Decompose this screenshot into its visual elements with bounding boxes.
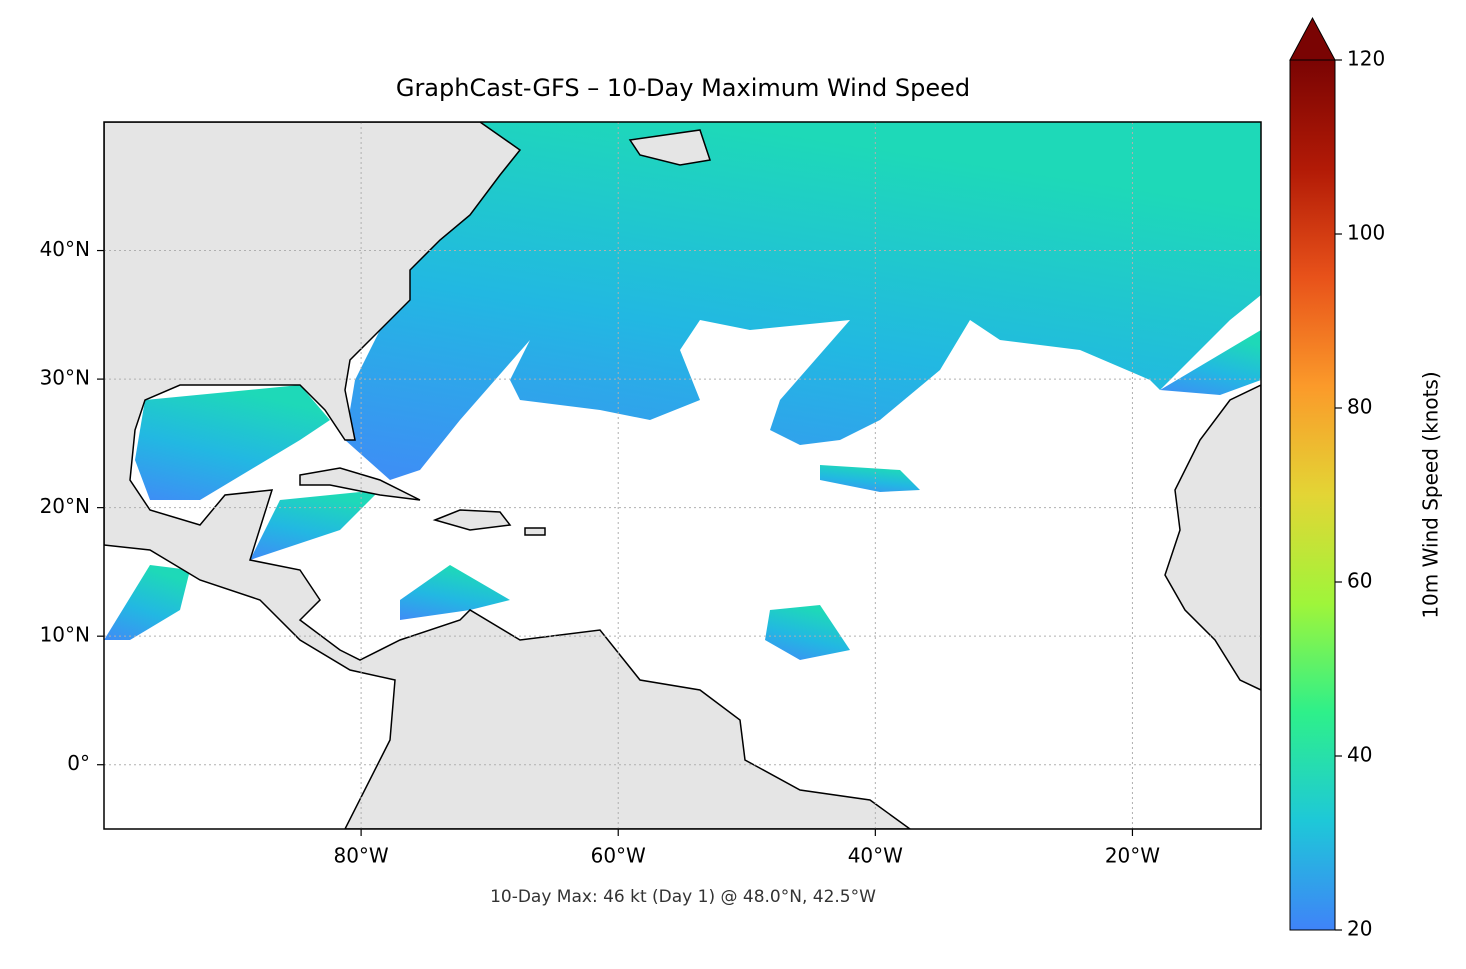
x-tick-label: 80°W	[333, 844, 388, 868]
colorbar-label: 10m Wind Speed (knots)	[1419, 371, 1443, 618]
colorbar	[1289, 59, 1336, 931]
colorbar-tick-label: 80	[1347, 395, 1372, 419]
colorbar-tick-label: 60	[1347, 569, 1372, 593]
x-tick-label: 60°W	[591, 844, 646, 868]
colorbar-tick-label: 100	[1347, 221, 1385, 245]
y-tick-label: 20°N	[40, 494, 90, 518]
y-tick-label: 10°N	[40, 623, 90, 647]
colorbar-tick-label: 120	[1347, 47, 1385, 71]
map	[104, 122, 1261, 829]
y-tick-label: 0°	[67, 751, 90, 775]
colorbar-tick-label: 40	[1347, 743, 1372, 767]
colorbar-tick-label: 20	[1347, 917, 1372, 941]
x-tick-label: 40°W	[848, 844, 903, 868]
land	[104, 122, 1261, 829]
y-tick-label: 40°N	[40, 237, 90, 261]
colorbar-extension	[1289, 16, 1336, 61]
y-tick-label: 30°N	[40, 366, 90, 390]
chart-title: GraphCast-GFS – 10-Day Maximum Wind Spee…	[396, 74, 970, 102]
annotation: 10-Day Max: 46 kt (Day 1) @ 48.0°N, 42.5…	[490, 887, 876, 907]
map-frame	[103, 121, 1262, 830]
x-tick-label: 20°W	[1105, 844, 1160, 868]
